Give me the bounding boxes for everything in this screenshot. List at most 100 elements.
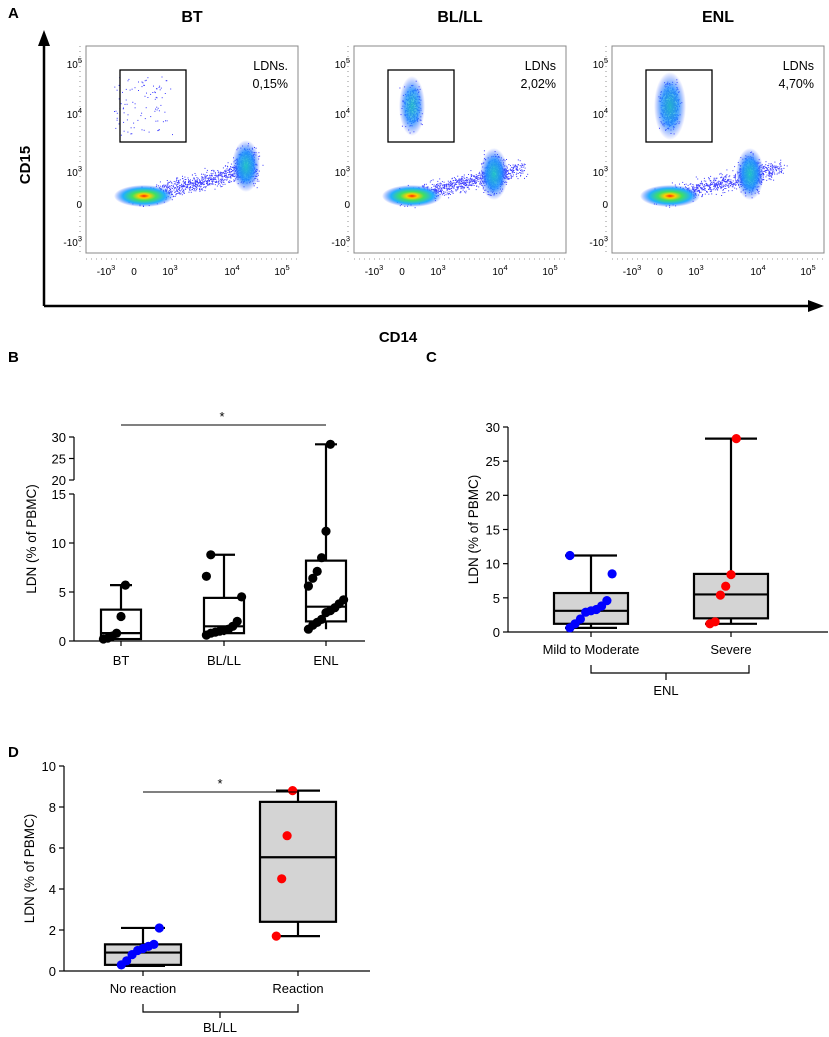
- event-dot: [441, 181, 443, 183]
- event-dot: [520, 174, 522, 176]
- event-dot: [710, 175, 712, 177]
- event-dot: [709, 180, 711, 181]
- event-dot: [191, 184, 193, 186]
- event-dot: [115, 110, 117, 112]
- event-dot: [230, 166, 232, 167]
- event-dot: [123, 130, 125, 132]
- event-dot: [770, 166, 771, 168]
- event-dot: [212, 183, 214, 185]
- event-dot: [703, 186, 705, 188]
- event-dot: [772, 170, 774, 172]
- event-dot: [221, 172, 223, 173]
- event-dot: [720, 183, 722, 185]
- x-tick-label: 104: [492, 263, 507, 278]
- event-dot: [179, 190, 181, 191]
- event-dot: [765, 161, 767, 163]
- event-dot: [181, 189, 183, 191]
- event-dot: [170, 88, 172, 90]
- event-dot: [775, 169, 777, 171]
- event-dot: [693, 187, 695, 189]
- event-dot: [706, 184, 708, 186]
- event-dot: [772, 167, 773, 169]
- event-dot: [695, 187, 697, 188]
- event-dot: [454, 184, 456, 186]
- event-dot: [441, 189, 443, 191]
- event-dot: [182, 178, 183, 179]
- event-dot: [212, 181, 214, 182]
- event-dot: [212, 178, 214, 180]
- event-dot: [771, 166, 773, 168]
- event-dot: [447, 193, 449, 194]
- event-dot: [453, 182, 455, 184]
- event-dot: [721, 182, 723, 184]
- event-dot: [438, 183, 440, 185]
- event-dot: [182, 181, 184, 183]
- event-dot: [448, 197, 450, 199]
- event-dot: [196, 179, 198, 181]
- event-dot: [728, 176, 730, 178]
- event-dot: [469, 185, 471, 186]
- event-dot: [227, 176, 229, 178]
- event-dot: [157, 130, 159, 132]
- event-dot: [508, 178, 510, 180]
- event-dot: [729, 181, 731, 182]
- event-dot: [201, 178, 203, 180]
- event-dot: [699, 186, 701, 188]
- event-dot: [220, 178, 222, 180]
- event-dot: [228, 171, 230, 173]
- event-dot: [210, 178, 212, 180]
- event-dot: [120, 103, 122, 105]
- event-dot: [219, 174, 221, 176]
- event-dot: [220, 179, 222, 181]
- event-dot: [166, 188, 168, 190]
- event-dot: [206, 184, 208, 186]
- event-dot: [506, 159, 507, 160]
- event-dot: [464, 186, 466, 188]
- event-dot: [213, 171, 215, 173]
- event-dot: [463, 182, 465, 184]
- event-dot: [475, 175, 477, 177]
- event-dot: [511, 169, 513, 171]
- event-dot: [778, 172, 780, 174]
- event-dot: [776, 166, 778, 168]
- event-dot: [720, 186, 722, 188]
- event-dot: [153, 85, 154, 87]
- event-dot: [696, 184, 698, 186]
- event-dot: [461, 181, 462, 183]
- event-dot: [768, 165, 770, 167]
- event-dot: [466, 185, 467, 187]
- event-dot: [462, 189, 464, 191]
- event-dot: [703, 177, 705, 179]
- event-dot: [510, 178, 512, 179]
- event-dot: [188, 181, 189, 183]
- event-dot: [211, 170, 212, 172]
- event-dot: [421, 124, 423, 126]
- event-dot: [214, 182, 216, 183]
- event-dot: [735, 179, 736, 181]
- event-dot: [719, 183, 721, 185]
- event-dot: [768, 166, 770, 168]
- event-dot: [710, 187, 712, 189]
- event-dot: [515, 174, 517, 176]
- event-dot: [150, 116, 152, 118]
- event-dot: [523, 165, 525, 167]
- event-dot: [141, 112, 143, 114]
- event-dot: [705, 180, 707, 182]
- event-dot: [470, 177, 472, 179]
- event-dot: [179, 193, 181, 195]
- event-dot: [774, 167, 776, 169]
- event-dot: [701, 183, 703, 184]
- event-dot: [207, 180, 208, 182]
- event-dot: [176, 193, 178, 195]
- event-dot: [202, 173, 204, 175]
- event-dot: [735, 173, 736, 175]
- event-dot: [169, 189, 171, 191]
- event-dot: [205, 180, 207, 182]
- event-dot: [763, 165, 765, 167]
- event-dot: [460, 179, 462, 181]
- event-dot: [202, 182, 204, 184]
- event-dot: [444, 185, 445, 187]
- event-dot: [116, 89, 118, 91]
- x-tick-label: 0: [131, 267, 137, 278]
